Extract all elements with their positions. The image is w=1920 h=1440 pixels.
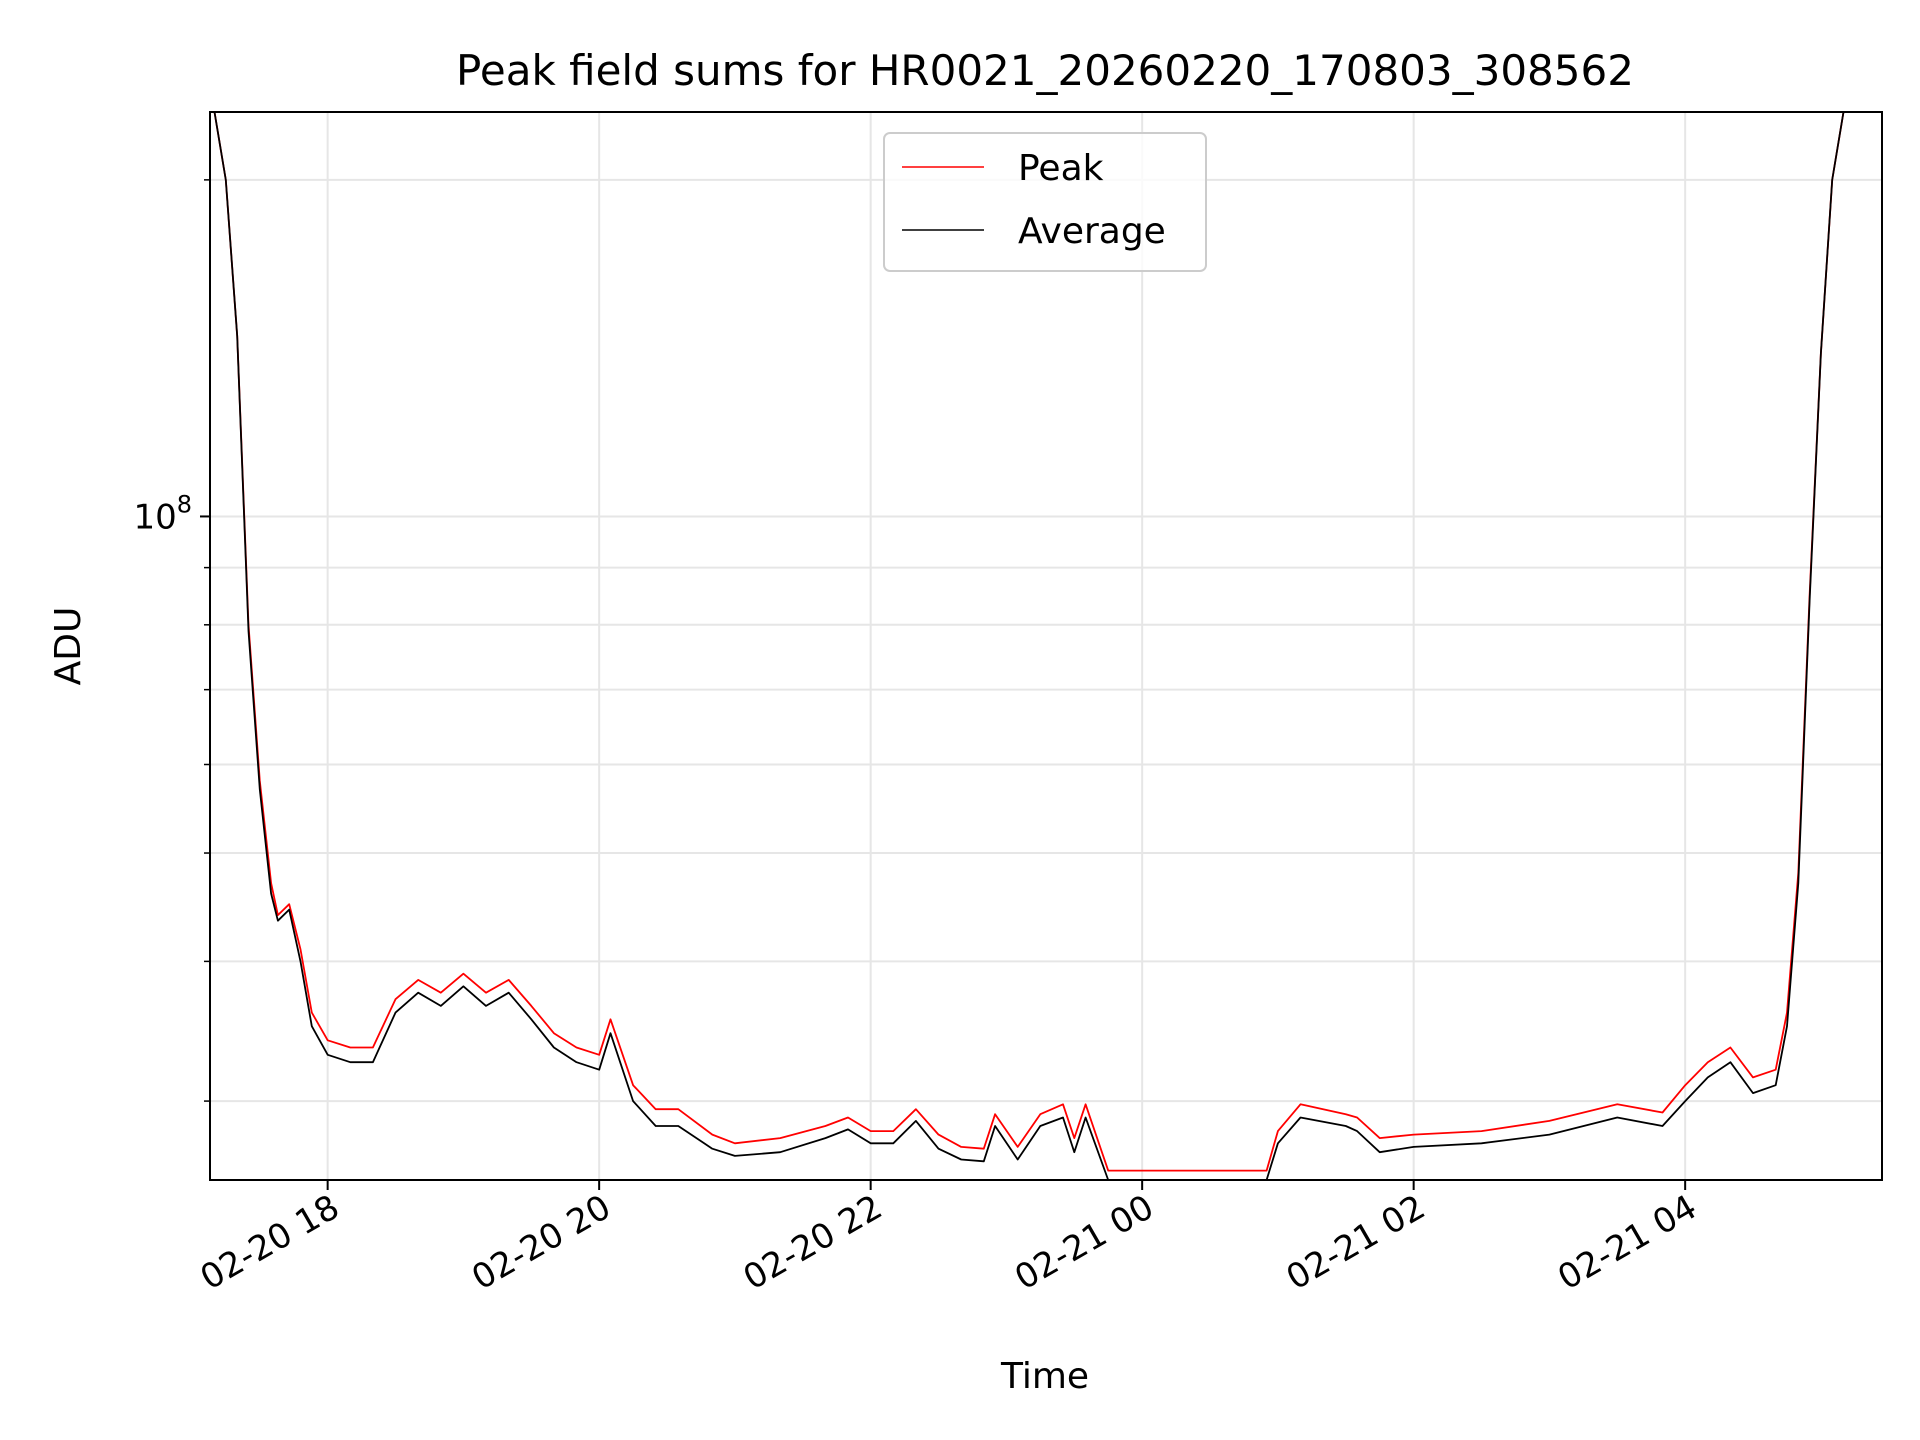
y-tick-label-exponent: 8 (177, 490, 192, 518)
legend: Peak Average (883, 132, 1207, 272)
series-line-peak (213, 111, 1845, 1172)
series-line-average (213, 111, 1845, 1181)
y-tick-label: 108 (133, 490, 192, 537)
y-axis-label: ADU (48, 607, 89, 686)
y-tick-label-base: 10 (133, 497, 176, 537)
y-axis-ticks: 108 (133, 179, 210, 1102)
plot-frame (209, 111, 1883, 1181)
legend-average-label: Average (1018, 211, 1166, 252)
legend-peak-label: Peak (1018, 148, 1104, 189)
x-axis-label: Time (1000, 1356, 1089, 1397)
chart-title: Peak field sums for HR0021_20260220_1708… (456, 46, 1634, 95)
series-layer (213, 111, 1845, 1181)
